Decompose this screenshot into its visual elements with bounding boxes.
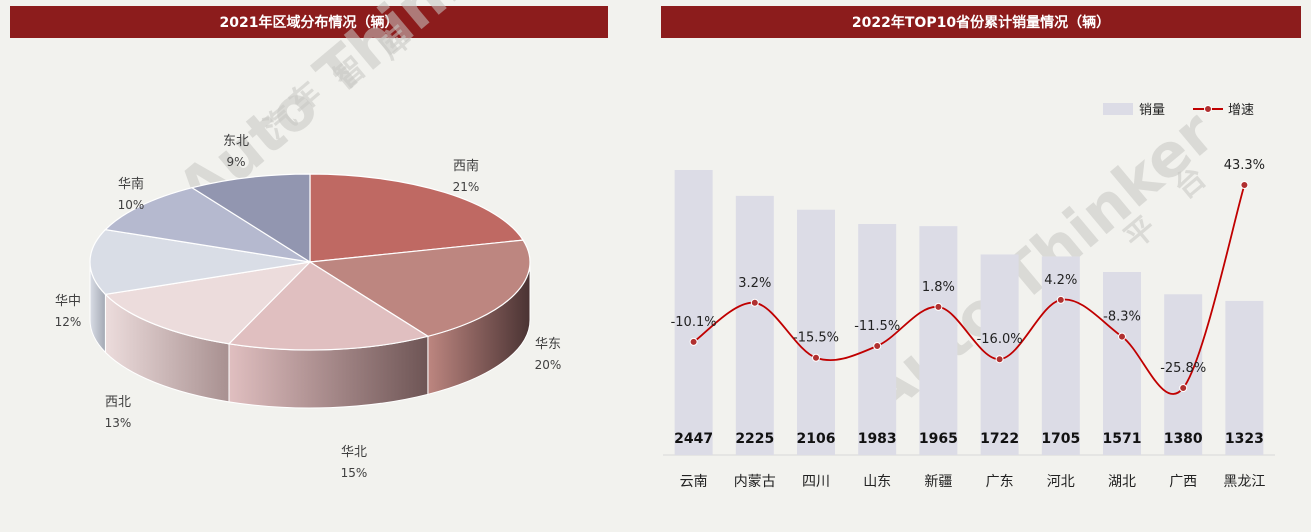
category-label: 云南 [680,474,708,490]
growth-label: -15.5% [793,331,839,346]
pie-label-name: 东北 [223,134,249,149]
bar-value-label: 2106 [797,431,836,447]
pie-label-pct: 21% [453,180,480,194]
growth-label: 4.2% [1044,273,1077,288]
growth-label: -16.0% [977,332,1023,347]
bar-value-label: 2447 [674,431,713,447]
pie-label-name: 西南 [453,158,479,174]
growth-label: 43.3% [1224,158,1265,173]
growth-label: -10.1% [671,315,717,330]
growth-point [995,355,1004,364]
legend-bar-swatch [1103,103,1133,115]
pie-label-pct: 20% [535,358,562,372]
bar-line-chart: 2447 云南 2225 内蒙古 2106 四川 1983 山东 1965 新疆 1722 广东 170… [663,103,1275,490]
pie-label-pct: 9% [226,155,245,169]
growth-point [1056,295,1065,304]
growth-point [750,298,759,307]
legend-line-marker [1204,105,1212,113]
growth-point [873,341,882,350]
pie-slice [190,173,311,264]
legend-bar-label: 销量 [1139,103,1165,118]
growth-point [1118,332,1126,341]
bar-value-label: 1722 [980,431,1019,447]
bar-value-label: 1380 [1164,431,1203,447]
combo-chart-title: 2022年TOP10省份累计销量情况（辆） [661,6,1301,38]
growth-line [693,184,1246,395]
growth-label: -25.8% [1160,361,1206,376]
category-label: 广东 [986,474,1014,490]
pie-label-pct: 13% [105,416,132,430]
bar [1103,272,1141,455]
category-label: 内蒙古 [734,474,776,490]
category-label: 广西 [1169,474,1197,490]
bar [674,170,713,455]
bar [919,226,958,455]
pie-slice [89,228,311,296]
bar-value-label: 2225 [735,431,774,447]
bar-value-label: 1571 [1103,431,1142,447]
category-label: 新疆 [924,474,952,490]
growth-point [1179,384,1188,392]
growth-label: 1.8% [922,280,955,295]
pie-label-name: 华南 [118,176,144,192]
bar [1164,294,1203,455]
category-label: 四川 [802,474,830,490]
bar-value-label: 1983 [858,431,897,447]
pie-label-name: 西北 [105,395,131,410]
growth-point [934,302,943,311]
pie-slice [104,261,312,345]
growth-label: 3.2% [738,276,771,291]
bar-value-label: 1705 [1041,431,1080,447]
growth-point [812,353,820,362]
category-label: 湖北 [1108,474,1136,490]
pie-chart: 西南 21% 华东 20% 华北 15% 西北 13% 华中 12% 华南 10% 东北 9% [55,134,562,480]
bar-value-label: 1323 [1225,431,1264,447]
bar [735,195,774,456]
pie-slice [308,239,531,337]
growth-point [1240,181,1249,189]
pie-label-name: 华东 [535,337,561,352]
category-label: 山东 [863,474,891,490]
bar-value-label: 1965 [919,431,958,447]
pie-chart-title: 2021年区域分布情况（辆） [10,6,608,38]
pie-slice [227,261,430,351]
category-label: 河北 [1047,474,1075,490]
pie-label-pct: 15% [341,466,368,480]
pie-label-pct: 10% [118,198,145,212]
pie-label-pct: 12% [55,315,82,329]
growth-label: -11.5% [854,319,900,334]
pie-label-name: 华北 [341,445,367,460]
bar [858,224,897,455]
growth-point [689,337,698,346]
bar [1225,300,1264,455]
growth-label: -8.3% [1103,310,1141,325]
legend-line-label: 增速 [1228,103,1254,118]
pie-slice [104,187,311,263]
pie-slice [309,173,525,263]
bar [797,209,835,455]
bar [1041,256,1080,455]
pie-label-name: 华中 [55,294,81,309]
category-label: 黑龙江 [1223,474,1265,490]
